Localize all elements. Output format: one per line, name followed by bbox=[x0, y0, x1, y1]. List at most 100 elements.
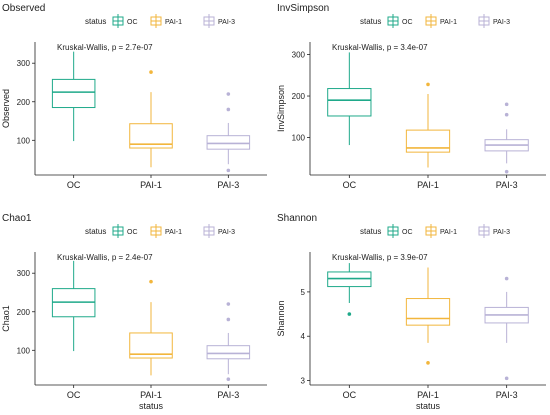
legend-title: status bbox=[360, 227, 381, 236]
box-pai-1 bbox=[129, 279, 173, 376]
outlier-point bbox=[149, 279, 153, 284]
legend: status OC PAI-1 PAI-3 bbox=[85, 14, 235, 28]
iqr-box bbox=[405, 298, 451, 326]
kruskal-wallis-annotation: Kruskal-Wallis, p = 3.9e-07 bbox=[332, 253, 428, 262]
box-pai-1 bbox=[405, 82, 451, 168]
panel-chao1: Chao1 status OC PAI-1 PAI-3 100 200 300 Chao1 OC P… bbox=[1, 213, 267, 411]
y-tick-label: 100 bbox=[292, 134, 306, 143]
outlier-point bbox=[347, 312, 352, 316]
y-tick-label: 200 bbox=[17, 98, 31, 107]
outlier-point bbox=[226, 92, 231, 96]
kruskal-wallis-annotation: Kruskal-Wallis, p = 2.7e-07 bbox=[57, 43, 153, 52]
y-tick-label: 100 bbox=[17, 136, 31, 145]
y-tick-label: 5 bbox=[301, 288, 306, 297]
legend-key-pai-1 bbox=[425, 14, 437, 28]
outlier-point bbox=[504, 112, 509, 117]
panel-title: Observed bbox=[2, 3, 45, 14]
outlier-point bbox=[226, 317, 231, 322]
legend-title: status bbox=[85, 17, 106, 26]
box-pai-1 bbox=[129, 70, 173, 168]
x-tick-label: OC bbox=[67, 390, 81, 400]
x-tick-label: PAI-3 bbox=[217, 390, 239, 400]
legend-key-pai-3 bbox=[203, 14, 215, 28]
y-tick-label: 100 bbox=[17, 346, 31, 355]
y-tick-label: 200 bbox=[17, 308, 31, 317]
y-tick-label: 300 bbox=[292, 50, 306, 59]
y-tick-label: 3 bbox=[301, 377, 306, 386]
legend-title: status bbox=[360, 17, 381, 26]
legend-label: PAI-1 bbox=[165, 229, 182, 236]
outlier-point bbox=[226, 107, 231, 112]
outlier-point bbox=[504, 169, 509, 174]
kruskal-wallis-annotation: Kruskal-Wallis, p = 2.4e-07 bbox=[57, 253, 153, 262]
box-pai-3 bbox=[484, 102, 529, 174]
iqr-box bbox=[206, 345, 251, 360]
legend: status OC PAI-1 PAI-3 bbox=[360, 14, 510, 28]
legend-key-oc bbox=[387, 224, 399, 238]
x-tick-label: OC bbox=[343, 180, 357, 190]
x-tick-label: OC bbox=[67, 180, 81, 190]
legend-label: PAI-1 bbox=[440, 19, 457, 26]
outlier-point bbox=[426, 82, 430, 87]
legend-key-pai-3 bbox=[478, 224, 490, 238]
legend-title: status bbox=[85, 227, 106, 236]
outlier-point bbox=[504, 376, 509, 381]
outlier-point bbox=[149, 70, 153, 74]
legend-key-oc bbox=[112, 224, 124, 238]
panel-shannon: Shannon status OC PAI-1 PAI-3 3 4 5 Shannon OC PAI… bbox=[276, 213, 546, 411]
x-tick-label: PAI-1 bbox=[140, 390, 162, 400]
legend-label: OC bbox=[127, 229, 138, 236]
x-tick-label: OC bbox=[343, 390, 357, 400]
legend: status OC PAI-1 PAI-3 bbox=[360, 224, 510, 238]
legend-label: OC bbox=[127, 19, 138, 26]
outlier-point bbox=[426, 361, 430, 365]
legend-label: PAI-1 bbox=[440, 229, 457, 236]
legend-label: PAI-3 bbox=[493, 19, 510, 26]
legend-label: OC bbox=[402, 19, 413, 26]
outlier-point bbox=[226, 377, 231, 382]
box-pai-3 bbox=[206, 302, 251, 382]
x-axis-label: status bbox=[416, 401, 441, 411]
box-oc bbox=[327, 263, 372, 316]
panel-observed: Observed status OC PAI-1 PAI-3 100 200 300 Obser… bbox=[1, 3, 267, 190]
legend-label: OC bbox=[402, 229, 413, 236]
legend-key-pai-3 bbox=[478, 14, 490, 28]
y-tick-label: 200 bbox=[292, 92, 306, 101]
x-tick-label: PAI-1 bbox=[417, 390, 439, 400]
iqr-box bbox=[327, 88, 372, 117]
panel-invsimpson: InvSimpson status OC PAI-1 PAI-3 100 200 300 Inv… bbox=[276, 3, 546, 190]
kruskal-wallis-annotation: Kruskal-Wallis, p = 3.4e-07 bbox=[332, 43, 428, 52]
box-oc bbox=[51, 260, 96, 352]
outlier-point bbox=[504, 276, 509, 281]
iqr-box bbox=[206, 135, 251, 150]
legend-key-oc bbox=[387, 14, 399, 28]
iqr-box bbox=[51, 78, 96, 109]
legend-label: PAI-3 bbox=[493, 229, 510, 236]
box-pai-3 bbox=[484, 276, 529, 381]
legend-key-pai-1 bbox=[150, 14, 162, 28]
legend-label: PAI-3 bbox=[218, 229, 235, 236]
x-tick-label: PAI-3 bbox=[217, 180, 239, 190]
legend-key-pai-1 bbox=[425, 224, 437, 238]
y-tick-label: 300 bbox=[17, 269, 31, 278]
box-pai-1 bbox=[405, 267, 451, 365]
outlier-point bbox=[504, 102, 509, 107]
outlier-point bbox=[226, 302, 231, 306]
box-oc bbox=[327, 52, 372, 146]
x-tick-label: PAI-3 bbox=[496, 180, 518, 190]
legend-key-oc bbox=[112, 14, 124, 28]
panel-title: InvSimpson bbox=[277, 3, 329, 14]
y-tick-label: 4 bbox=[301, 332, 306, 341]
box-oc bbox=[51, 51, 96, 142]
x-tick-label: PAI-1 bbox=[140, 180, 162, 190]
x-tick-label: PAI-1 bbox=[417, 180, 439, 190]
y-axis-label: Shannon bbox=[276, 300, 286, 336]
x-tick-label: PAI-3 bbox=[496, 390, 518, 400]
y-axis-label: InvSimpson bbox=[276, 85, 286, 132]
y-axis-label: Chao1 bbox=[1, 305, 11, 332]
y-tick-label: 300 bbox=[17, 59, 31, 68]
legend-key-pai-3 bbox=[203, 224, 215, 238]
legend-label: PAI-3 bbox=[218, 19, 235, 26]
legend-key-pai-1 bbox=[150, 224, 162, 238]
